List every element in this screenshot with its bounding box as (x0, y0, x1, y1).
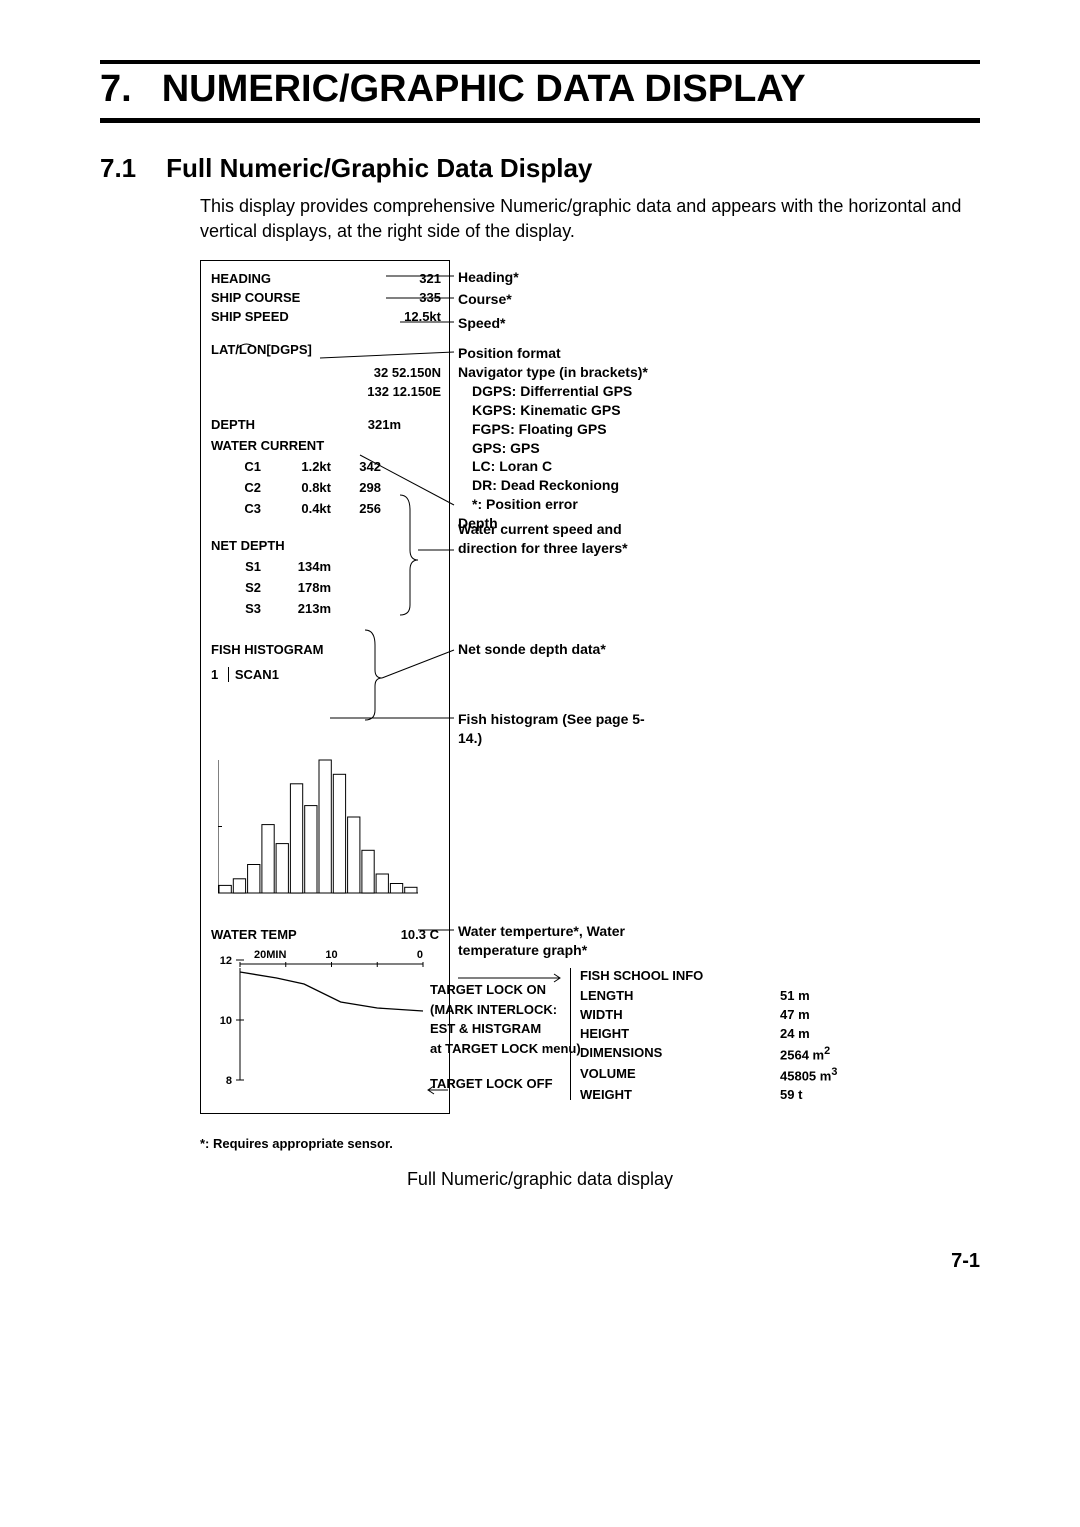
target-lock-off: TARGET LOCK OFF (430, 1074, 600, 1094)
fish-histogram-chart (218, 750, 418, 895)
fsi-row: HEIGHT24 m (580, 1025, 870, 1044)
label-depth: DEPTH (211, 417, 255, 432)
row-fish-histogram: FISH HISTOGRAM (211, 642, 441, 657)
value-lat: 32 52.150N (211, 365, 441, 380)
chapter-number: 7. (100, 68, 132, 111)
scan-index: 1 (211, 667, 218, 682)
callout-nav-type: Navigator type (in brackets)* (458, 363, 718, 382)
figure-caption: Full Numeric/graphic data display (100, 1169, 980, 1190)
diagram: HEADING 321 SHIP COURSE 335 SHIP SPEED 1… (200, 260, 960, 1130)
nav-type-item: DR: Dead Reckoniong (472, 476, 718, 495)
label-latlon: LAT/LON[DGPS] (211, 342, 312, 357)
callout-course: Course* (458, 290, 512, 309)
label-water-temp: WATER TEMP (211, 927, 297, 942)
fsi-row: LENGTH51 m (580, 987, 870, 1006)
est-histogram: EST & HISTGRAM (430, 1019, 600, 1039)
label-speed: SHIP SPEED (211, 309, 289, 324)
footnote: *: Requires appropriate sensor. (200, 1136, 980, 1151)
row-water-temp: WATER TEMP 10.3 C (211, 927, 439, 942)
fish-school-info: FISH SCHOOL INFO LENGTH51 mWIDTH47 mHEIG… (580, 968, 870, 1100)
row-latlon: LAT/LON[DGPS] (211, 342, 441, 357)
fsi-row: WEIGHT59 t (580, 1086, 870, 1105)
fsi-divider (570, 968, 571, 1100)
callout-position-format: Position format (458, 344, 718, 363)
nav-type-item: FGPS: Floating GPS (472, 420, 718, 439)
net-depth-row: S2178m (211, 580, 441, 595)
row-speed: SHIP SPEED 12.5kt (211, 309, 441, 324)
value-course: 335 (419, 290, 441, 305)
value-lon: 132 12.150E (211, 384, 441, 399)
chapter-bottom-rule (100, 118, 980, 123)
svg-text:0: 0 (417, 950, 423, 961)
water-current-row: C11.2kt342 (211, 459, 441, 474)
value-heading: 321 (419, 271, 441, 286)
value-depth: 321m (368, 417, 401, 432)
chapter-top-rule (100, 60, 980, 64)
nav-type-item: LC: Loran C (472, 457, 718, 476)
callout-water-temp: Water temperture*, Water temperature gra… (458, 922, 658, 960)
target-lock-on: TARGET LOCK ON (430, 980, 600, 1000)
label-net-depth: NET DEPTH (211, 538, 285, 553)
label-water-current: WATER CURRENT (211, 438, 324, 453)
fsi-row: DIMENSIONS2564 m2 (580, 1044, 870, 1065)
label-course: SHIP COURSE (211, 290, 300, 305)
fsi-title: FISH SCHOOL INFO (580, 968, 870, 983)
svg-text:20MIN: 20MIN (254, 950, 286, 961)
net-depth-row: S1134m (211, 559, 441, 574)
chapter-header: 7. NUMERIC/GRAPHIC DATA DISPLAY (100, 68, 980, 112)
callout-water-current: Water current speed and direction for th… (458, 520, 658, 558)
row-net-depth: NET DEPTH (211, 538, 441, 553)
callout-fish-histogram: Fish histogram (See page 5-14.) (458, 710, 658, 748)
callout-heading: Heading* (458, 268, 519, 287)
svg-text:10: 10 (220, 1015, 232, 1027)
value-water-temp: 10.3 C (401, 927, 439, 942)
fsi-row: WIDTH47 m (580, 1006, 870, 1025)
row-course: SHIP COURSE 335 (211, 290, 441, 305)
callout-position: Position format Navigator type (in brack… (458, 344, 718, 533)
label-fish-histogram: FISH HISTOGRAM (211, 642, 323, 657)
page-number: 7-1 (100, 1250, 980, 1273)
section-header: 7.1 Full Numeric/Graphic Data Display (100, 153, 980, 184)
water-current-row: C20.8kt298 (211, 480, 441, 495)
fsi-row: VOLUME45805 m3 (580, 1065, 870, 1086)
label-heading: HEADING (211, 271, 271, 286)
chapter-title: NUMERIC/GRAPHIC DATA DISPLAY (162, 68, 806, 112)
svg-text:12: 12 (220, 955, 232, 967)
callout-net-sonde: Net sonde depth data* (458, 640, 658, 659)
at-target-lock: at TARGET LOCK menu) (430, 1039, 600, 1059)
section-number: 7.1 (100, 153, 136, 184)
water-temp-graph: 20MIN 10 0 12 10 8 (218, 950, 428, 1090)
svg-text:8: 8 (226, 1075, 232, 1087)
value-speed: 12.5kt (404, 309, 441, 324)
row-heading: HEADING 321 (211, 271, 441, 286)
nav-type-item: *: Position error (472, 495, 718, 514)
section-paragraph: This display provides comprehensive Nume… (200, 194, 980, 244)
nav-type-item: KGPS: Kinematic GPS (472, 401, 718, 420)
svg-text:10: 10 (325, 950, 337, 961)
scan-label: SCAN1 (228, 667, 279, 682)
nav-type-item: DGPS: Differrential GPS (472, 382, 718, 401)
row-depth: DEPTH 321m (211, 417, 441, 432)
section-title: Full Numeric/Graphic Data Display (166, 153, 592, 184)
row-water-current: WATER CURRENT (211, 438, 441, 453)
nav-type-item: GPS: GPS (472, 439, 718, 458)
target-lock-block: TARGET LOCK ON (MARK INTERLOCK: EST & HI… (430, 980, 600, 1094)
net-depth-row: S3213m (211, 601, 441, 616)
mark-interlock: (MARK INTERLOCK: (430, 1000, 600, 1020)
callout-speed: Speed* (458, 314, 505, 333)
water-current-row: C30.4kt256 (211, 501, 441, 516)
